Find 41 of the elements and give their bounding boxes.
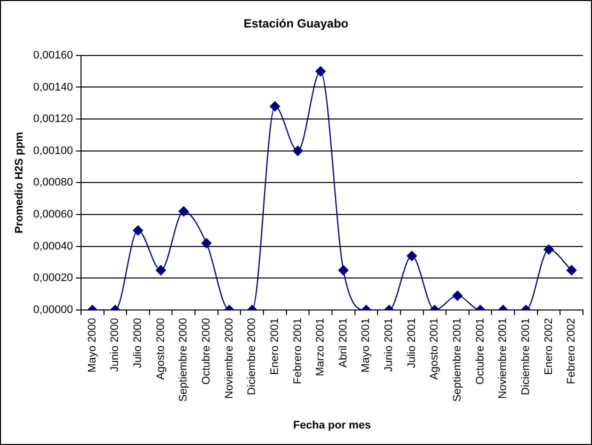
x-axis-title: Fecha por mes [293, 419, 371, 432]
y-tick-label: 0,00000 [33, 304, 73, 316]
point [292, 146, 303, 156]
y-tick-label: 0,00020 [33, 272, 73, 284]
x-tick-label: Diciembre 2001 [520, 318, 532, 396]
y-axis-title: Promedio H2S ppm [14, 132, 26, 234]
x-tick-label: Febrero 2001 [292, 318, 304, 384]
x-tick-label: Mayo 2001 [360, 318, 372, 372]
x-tick-label: Febrero 2002 [566, 318, 578, 384]
x-tick-label: Agosto 2001 [428, 318, 441, 380]
y-tick-label: 0,00140 [33, 81, 73, 94]
x-tick-label: Julio 2000 [132, 318, 144, 368]
x-tick-label: Diciembre 2000 [246, 318, 258, 396]
x-tick-label: Noviembre 2001 [497, 318, 510, 399]
x-tick-label: Junio 2001 [383, 318, 396, 372]
x-tick-label: Junio 2000 [109, 318, 122, 372]
chart-title: Estación Guayabo [244, 16, 348, 31]
y-tick-label: 0,00100 [33, 144, 73, 157]
x-tick-label: Julio 2001 [406, 318, 418, 368]
point [544, 244, 554, 255]
x-tick-label: Marzo 2001 [314, 318, 327, 376]
point [178, 206, 189, 216]
x-tick-label: Noviembre 2000 [223, 318, 236, 399]
x-tick-label: Enero 2001 [268, 318, 281, 375]
x-tick-label: Mayo 2000 [86, 318, 98, 372]
x-tick-label: Septiembre 2001 [452, 318, 464, 402]
x-tick-label: Enero 2002 [542, 318, 555, 375]
y-tick-label: 0,00060 [33, 208, 73, 221]
x-tick-label: Septiembre 2000 [178, 318, 190, 402]
y-tick-label: 0,00040 [33, 240, 73, 252]
point [270, 101, 280, 112]
x-tick-label: Abril 2001 [337, 318, 350, 368]
x-tick-label: Octubre 2001 [474, 318, 486, 385]
y-tick-label: 0,00120 [33, 113, 73, 126]
y-tick-label: 0,00160 [33, 49, 73, 62]
y-tick-label: 0,00080 [33, 176, 73, 189]
x-tick-label: Agosto 2000 [154, 318, 167, 380]
point [132, 225, 144, 236]
x-tick-label: Octubre 2000 [200, 318, 213, 385]
point [315, 66, 326, 76]
point [201, 238, 212, 248]
